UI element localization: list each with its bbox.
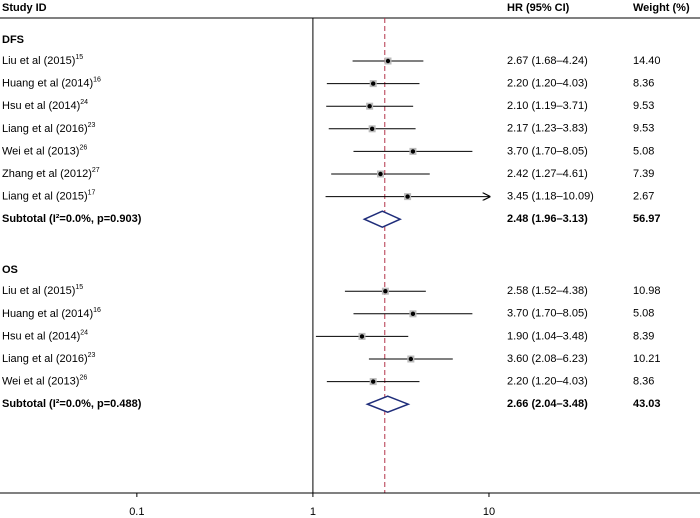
study-label: Liu et al (2015)15 — [2, 284, 83, 297]
weight-label: 7.39 — [633, 168, 654, 180]
ci-label: 2.10 (1.19–3.71) — [507, 100, 588, 112]
study-ref: 26 — [79, 144, 87, 151]
weight-label: 8.39 — [633, 330, 654, 342]
weight-label: 2.67 — [633, 191, 654, 203]
ci-label: 2.42 (1.27–4.61) — [507, 168, 588, 180]
subtotal-diamond — [365, 395, 411, 414]
study-name: Liang et al (2016) — [2, 123, 88, 135]
study-ref: 23 — [88, 122, 96, 129]
point-estimate — [383, 289, 388, 294]
point-estimate — [408, 356, 414, 362]
weight-label: 10.21 — [633, 353, 661, 365]
subtotal-label: Subtotal (I²=0.0%, p=0.488) — [2, 398, 142, 410]
study-name: Huang et al (2014) — [2, 78, 93, 90]
group-label: DFS — [2, 34, 24, 46]
x-tick-label: 0.1 — [129, 506, 144, 518]
study-label: Liang et al (2015)17 — [2, 189, 96, 202]
study-name: Liang et al (2016) — [2, 353, 88, 365]
study-name: Wei et al (2013) — [2, 376, 79, 388]
point-estimate — [367, 104, 372, 109]
study-name: Zhang et al (2012) — [2, 168, 92, 180]
study-name: Liu et al (2015) — [2, 285, 75, 297]
study-label: Liu et al (2015)15 — [2, 54, 83, 67]
ci-label: 2.20 (1.20–4.03) — [507, 78, 588, 90]
study-ref: 15 — [75, 54, 83, 61]
study-label: Hsu et al (2014)24 — [2, 99, 88, 112]
study-label: Huang et al (2014)16 — [2, 76, 101, 89]
study-label: Liang et al (2016)23 — [2, 122, 96, 135]
study-label: Hsu et al (2014)24 — [2, 329, 88, 342]
ci-label: 2.67 (1.68–4.24) — [507, 55, 588, 67]
point-estimate — [359, 334, 365, 339]
study-ref: 17 — [88, 189, 96, 196]
x-tick-label: 1 — [310, 506, 316, 518]
ci-label: 2.58 (1.52–4.38) — [507, 285, 588, 297]
weight-label: 5.08 — [633, 308, 654, 320]
point-estimate — [378, 171, 383, 177]
subtotal-diamond — [362, 210, 402, 229]
point-estimate — [369, 126, 375, 131]
weight-label: 14.40 — [633, 55, 661, 67]
point-estimate — [370, 379, 376, 384]
study-name: Wei et al (2013) — [2, 145, 79, 157]
study-ref: 23 — [88, 352, 96, 359]
ci-label: 3.70 (1.70–8.05) — [507, 308, 588, 320]
study-label: Zhang et al (2012)27 — [2, 167, 100, 180]
header-weight: Weight (%) — [633, 2, 690, 14]
study-label: Wei et al (2013)26 — [2, 374, 87, 387]
subtotal-weight: 56.97 — [633, 213, 661, 225]
weight-label: 9.53 — [633, 100, 654, 112]
subtotal-ci-label: 2.48 (1.96–3.13) — [507, 213, 588, 225]
study-name: Hsu et al (2014) — [2, 330, 80, 342]
weight-label: 10.98 — [633, 285, 661, 297]
study-name: Liang et al (2015) — [2, 191, 88, 203]
weight-label: 8.36 — [633, 78, 654, 90]
ci-label: 3.60 (2.08–6.23) — [507, 353, 588, 365]
ci-label: 3.70 (1.70–8.05) — [507, 145, 588, 157]
subtotal-label: Subtotal (I²=0.0%, p=0.903) — [2, 213, 142, 225]
study-ref: 24 — [80, 99, 88, 106]
study-label: Huang et al (2014)16 — [2, 307, 101, 320]
point-estimate — [370, 81, 376, 86]
point-estimate — [410, 311, 416, 316]
study-ref: 24 — [80, 329, 88, 336]
point-estimate — [410, 149, 416, 154]
header-estimate: HR (95% CI) — [507, 2, 570, 14]
weight-label: 8.36 — [633, 376, 654, 388]
study-ref: 15 — [75, 284, 83, 291]
study-label: Wei et al (2013)26 — [2, 144, 87, 157]
header-study: Study ID — [2, 2, 47, 14]
subtotal-ci-label: 2.66 (2.04–3.48) — [507, 398, 588, 410]
ci-label: 3.45 (1.18–10.09) — [507, 191, 594, 203]
group-label: OS — [2, 264, 18, 276]
subtotal-weight: 43.03 — [633, 398, 661, 410]
study-name: Hsu et al (2014) — [2, 100, 80, 112]
study-ref: 26 — [79, 374, 87, 381]
ci-label: 2.20 (1.20–4.03) — [507, 376, 588, 388]
study-ref: 16 — [93, 76, 101, 83]
x-tick-label: 10 — [483, 506, 495, 518]
weight-label: 5.08 — [633, 145, 654, 157]
study-label: Liang et al (2016)23 — [2, 352, 96, 365]
point-estimate — [405, 194, 410, 199]
study-name: Liu et al (2015) — [2, 55, 75, 67]
study-ref: 16 — [93, 307, 101, 314]
ci-label: 1.90 (1.04–3.48) — [507, 330, 588, 342]
study-name: Huang et al (2014) — [2, 308, 93, 320]
study-ref: 27 — [92, 167, 100, 174]
point-estimate — [385, 58, 391, 64]
ci-label: 2.17 (1.23–3.83) — [507, 123, 588, 135]
weight-label: 9.53 — [633, 123, 654, 135]
